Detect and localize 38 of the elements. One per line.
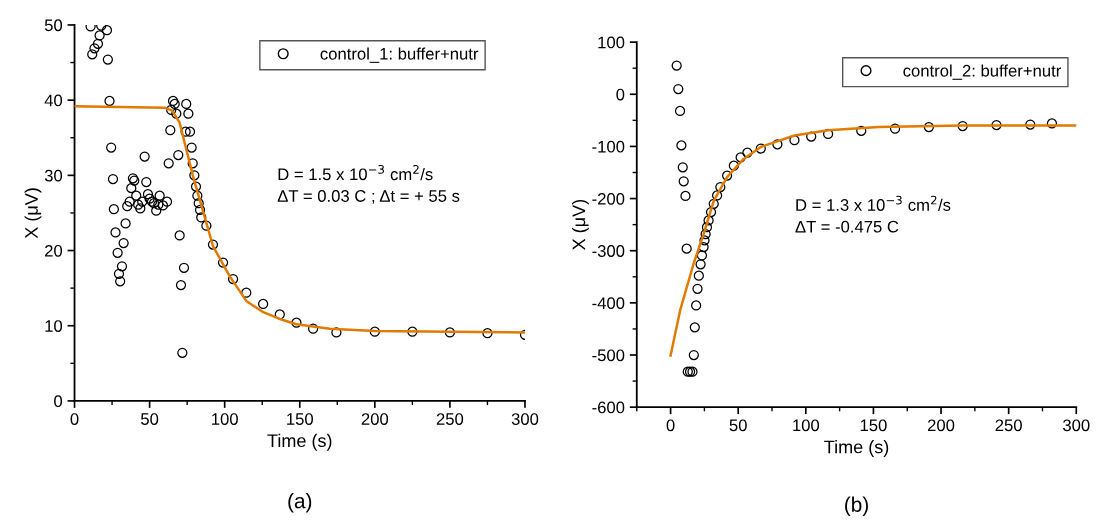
x-axis-title: Time (s) bbox=[824, 440, 889, 457]
annotation: D = 1.5 x 10$^{−3}$ cm$^{2}$/s ΔT = 0.03 C ; Δt = + 55 s bbox=[277, 164, 460, 204]
x-tick-label: 100 bbox=[212, 413, 238, 425]
text: (a) bbox=[288, 493, 312, 513]
y-tick-label: -600 bbox=[592, 401, 625, 414]
x-tick-label: 300 bbox=[511, 413, 539, 425]
legend-label: control_1: buffer+nutr bbox=[320, 47, 479, 63]
text: (b) bbox=[845, 496, 868, 517]
x-tick-label: 150 bbox=[860, 419, 887, 432]
x-tick-label: 50 bbox=[729, 419, 747, 432]
x-tick-label: 50 bbox=[141, 413, 159, 425]
legend-label: control_2: buffer+nutr bbox=[903, 64, 1062, 80]
y-tick-label: 40 bbox=[44, 94, 63, 107]
y-tick-label: -100 bbox=[592, 140, 625, 153]
text: D = 1.3 x 10$^{−3}$ cm$^{2}$/s ΔT = -0.475 C bbox=[795, 195, 951, 233]
y-tick-label: -400 bbox=[592, 297, 625, 310]
x-tick-label: 250 bbox=[436, 413, 464, 425]
x-tick-label: 0 bbox=[70, 413, 79, 425]
y-tick-label: -500 bbox=[592, 349, 625, 362]
y-tick-label: 0 bbox=[616, 88, 625, 101]
x-tick-label: 200 bbox=[361, 413, 389, 425]
y-tick-label: 0 bbox=[54, 395, 63, 408]
y-axis-title: X (μV) bbox=[24, 188, 42, 239]
x-tick-label: 100 bbox=[793, 419, 820, 432]
y-tick-label: -300 bbox=[592, 245, 625, 257]
y-tick-label: -200 bbox=[592, 192, 625, 205]
y-tick-label: 100 bbox=[598, 36, 625, 49]
x-axis-title: Time (s) bbox=[267, 433, 332, 451]
x-tick-label: 200 bbox=[927, 419, 955, 432]
x-tick-label: 250 bbox=[995, 419, 1022, 432]
y-tick-label: 10 bbox=[45, 320, 63, 332]
y-tick-label: 20 bbox=[45, 244, 63, 257]
x-tick-label: 300 bbox=[1063, 419, 1090, 432]
x-tick-label: 0 bbox=[666, 419, 675, 432]
x-tick-label: 150 bbox=[287, 413, 314, 425]
y-tick-label: 50 bbox=[44, 19, 63, 32]
y-tick-label: 30 bbox=[44, 169, 63, 182]
y-axis-title: X (μV) bbox=[572, 200, 589, 250]
